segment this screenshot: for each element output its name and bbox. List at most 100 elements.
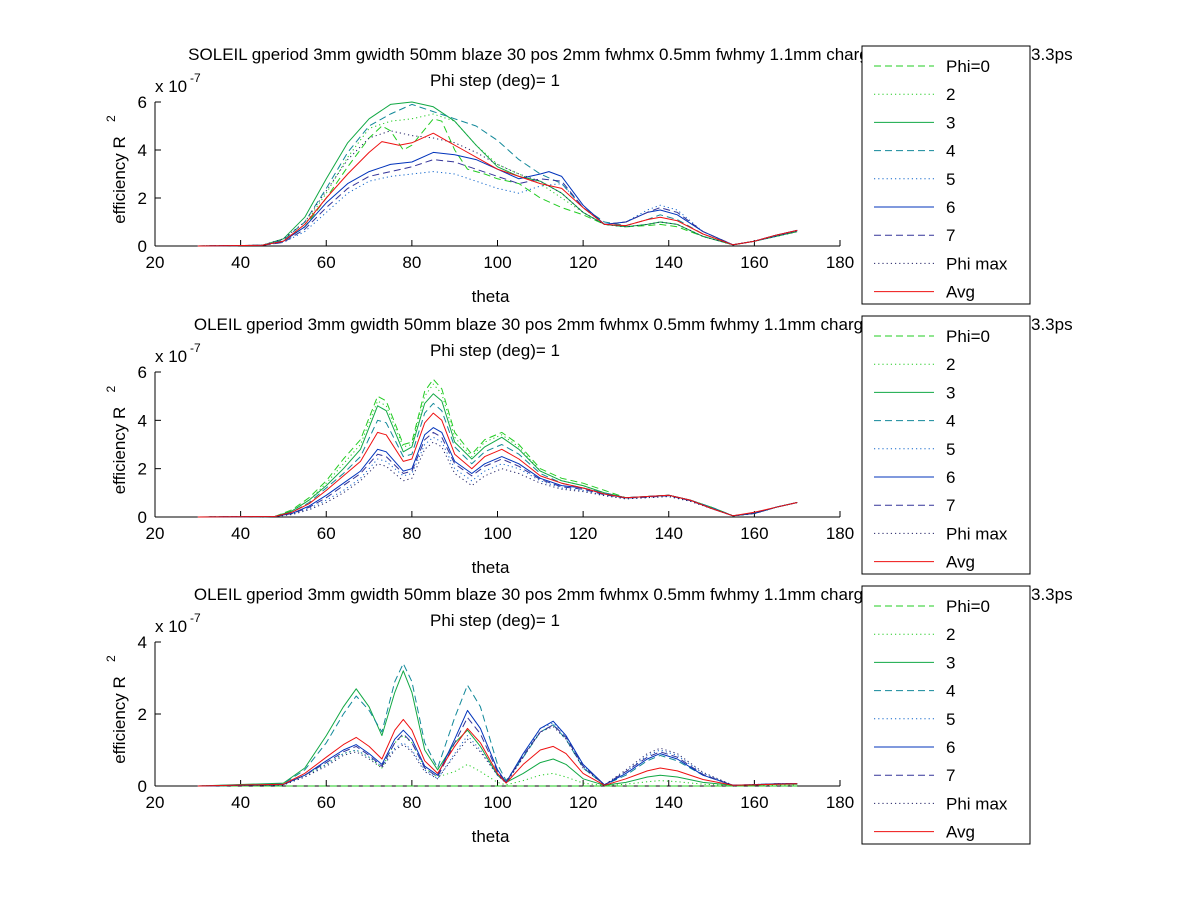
y-axis-label: efficiency R bbox=[110, 676, 129, 764]
y-tick-label: 0 bbox=[138, 508, 147, 527]
chart-title-suffix: 3.3ps bbox=[1031, 315, 1073, 334]
chart-3: OLEIL gperiod 3mm gwidth 50mm blaze 30 p… bbox=[104, 585, 1073, 846]
x-tick-label: 100 bbox=[483, 793, 511, 812]
chart-subtitle: Phi step (deg)= 1 bbox=[430, 71, 560, 90]
legend: Phi=0 2 3 4 5 6 7 Phi max Avg bbox=[861, 315, 1031, 575]
series-line bbox=[197, 118, 798, 247]
legend-entry: Avg bbox=[946, 823, 975, 842]
series-line bbox=[197, 130, 798, 247]
y-tick-label: 6 bbox=[138, 93, 147, 112]
legend-entry: Phi=0 bbox=[946, 57, 990, 76]
x-tick-label: 60 bbox=[317, 793, 336, 812]
legend-entry: Avg bbox=[946, 553, 975, 572]
series-line bbox=[197, 441, 798, 518]
x-tick-label: 20 bbox=[146, 793, 165, 812]
legend-entry: Avg bbox=[946, 283, 975, 302]
legend-entry: Phi max bbox=[946, 794, 1008, 813]
x-axis-label: theta bbox=[472, 827, 510, 846]
chart-1: SOLEIL gperiod 3mm gwidth 50mm blaze 30 … bbox=[104, 45, 1073, 306]
legend-entry: 4 bbox=[946, 682, 955, 701]
legend-entry: 7 bbox=[946, 226, 955, 245]
x-tick-label: 180 bbox=[826, 524, 854, 543]
x-tick-label: 40 bbox=[231, 524, 250, 543]
legend-entry: 7 bbox=[946, 766, 955, 785]
series-line bbox=[197, 132, 798, 247]
legend: Phi=0 2 3 4 5 6 7 Phi max Avg bbox=[861, 45, 1031, 305]
chart-title: OLEIL gperiod 3mm gwidth 50mm blaze 30 p… bbox=[194, 585, 896, 604]
legend-box bbox=[861, 45, 1031, 305]
legend-entry: 6 bbox=[946, 198, 955, 217]
x-tick-label: 20 bbox=[146, 253, 165, 272]
x-tick-label: 120 bbox=[569, 253, 597, 272]
y-axis-label-exponent: 2 bbox=[104, 386, 118, 393]
y-tick-label: 0 bbox=[138, 777, 147, 796]
legend-entry: 3 bbox=[946, 653, 955, 672]
y-scale-base: x 10 bbox=[155, 77, 187, 96]
x-tick-label: 140 bbox=[655, 524, 683, 543]
x-tick-label: 160 bbox=[740, 253, 768, 272]
x-tick-label: 100 bbox=[483, 253, 511, 272]
series-line bbox=[197, 663, 798, 787]
chart-subtitle: Phi step (deg)= 1 bbox=[430, 341, 560, 360]
x-tick-label: 60 bbox=[317, 253, 336, 272]
legend-entry: Phi=0 bbox=[946, 597, 990, 616]
series-line bbox=[197, 709, 798, 787]
y-scale-exponent: -7 bbox=[190, 71, 201, 85]
x-tick-label: 140 bbox=[655, 253, 683, 272]
series-line bbox=[197, 717, 798, 787]
series-line bbox=[197, 718, 798, 787]
legend-entry: 4 bbox=[946, 142, 955, 161]
x-tick-label: 120 bbox=[569, 524, 597, 543]
y-tick-label: 2 bbox=[138, 189, 147, 208]
x-tick-label: 120 bbox=[569, 793, 597, 812]
y-scale-exponent: -7 bbox=[190, 611, 201, 625]
legend-entry: 5 bbox=[946, 440, 955, 459]
y-scale-base: x 10 bbox=[155, 617, 187, 636]
y-scale-base: x 10 bbox=[155, 347, 187, 366]
legend-entry: 2 bbox=[946, 355, 955, 374]
x-tick-label: 80 bbox=[402, 524, 421, 543]
legend-entry: 2 bbox=[946, 85, 955, 104]
legend-entry: 6 bbox=[946, 738, 955, 757]
x-tick-label: 80 bbox=[402, 793, 421, 812]
y-axis-label: efficiency R bbox=[110, 407, 129, 495]
y-axis-label-group: efficiency R 2 bbox=[104, 115, 129, 224]
series-line bbox=[197, 103, 798, 247]
legend-entry: 3 bbox=[946, 383, 955, 402]
y-scale-exponent: -7 bbox=[190, 341, 201, 355]
legend-entry: 6 bbox=[946, 468, 955, 487]
chart-title-suffix: 3.3ps bbox=[1031, 45, 1073, 64]
legend-entry: 7 bbox=[946, 496, 955, 515]
y-axis-label-group: efficiency R 2 bbox=[104, 386, 129, 495]
legend-entry: 5 bbox=[946, 710, 955, 729]
x-axis-label: theta bbox=[472, 287, 510, 306]
legend-entry: 5 bbox=[946, 170, 955, 189]
chart-title-suffix: 3.3ps bbox=[1031, 585, 1073, 604]
legend-entry: Phi max bbox=[946, 524, 1008, 543]
y-tick-label: 4 bbox=[138, 141, 147, 160]
y-axis-label-exponent: 2 bbox=[104, 655, 118, 662]
legend-entry: Phi=0 bbox=[946, 327, 990, 346]
x-tick-label: 180 bbox=[826, 253, 854, 272]
x-tick-label: 40 bbox=[231, 793, 250, 812]
y-tick-label: 4 bbox=[138, 411, 147, 430]
y-tick-label: 2 bbox=[138, 460, 147, 479]
legend-entry: 4 bbox=[946, 412, 955, 431]
series-line bbox=[197, 159, 798, 247]
y-tick-label: 2 bbox=[138, 705, 147, 724]
legend-entry: 3 bbox=[946, 113, 955, 132]
x-tick-label: 160 bbox=[740, 793, 768, 812]
legend-box bbox=[861, 315, 1031, 575]
x-tick-label: 140 bbox=[655, 793, 683, 812]
x-tick-label: 80 bbox=[402, 253, 421, 272]
chart-subtitle: Phi step (deg)= 1 bbox=[430, 611, 560, 630]
legend-box bbox=[861, 585, 1031, 845]
chart-title: OLEIL gperiod 3mm gwidth 50mm blaze 30 p… bbox=[194, 315, 896, 334]
y-tick-label: 6 bbox=[138, 363, 147, 382]
x-tick-label: 100 bbox=[483, 524, 511, 543]
y-axis-label: efficiency R bbox=[110, 136, 129, 224]
chart-title: SOLEIL gperiod 3mm gwidth 50mm blaze 30 … bbox=[188, 45, 902, 64]
x-tick-label: 160 bbox=[740, 524, 768, 543]
x-tick-label: 180 bbox=[826, 793, 854, 812]
